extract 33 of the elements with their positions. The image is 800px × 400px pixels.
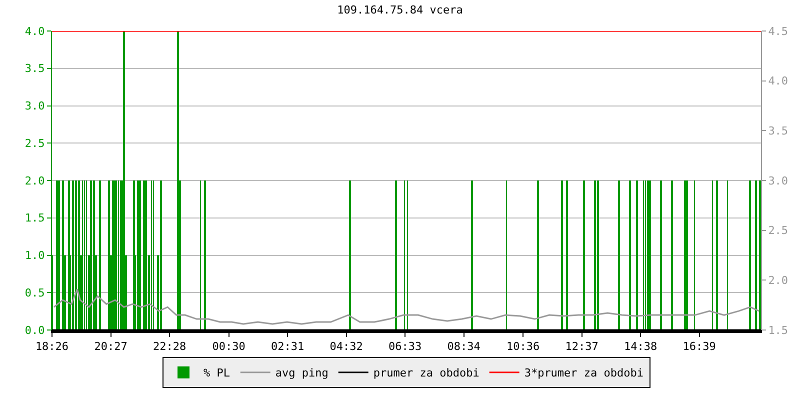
y-tick-label: 4.0 bbox=[24, 24, 45, 38]
x-tick-label: 02:31 bbox=[270, 340, 304, 354]
y2-tick-label: 4.0 bbox=[768, 74, 788, 88]
x-tick-label: 08:34 bbox=[447, 340, 481, 354]
legend-label: prumer za obdobi bbox=[373, 366, 480, 380]
x-tick-label: 14:38 bbox=[624, 340, 658, 354]
legend-label: avg ping bbox=[275, 366, 328, 380]
y-tick-label: 2.0 bbox=[24, 174, 45, 188]
x-tick-label: 04:32 bbox=[330, 340, 363, 354]
y2-tick-label: 3.0 bbox=[768, 174, 788, 188]
y2-tick-label: 4.5 bbox=[768, 24, 788, 38]
x-tick-label: 06:33 bbox=[388, 340, 422, 354]
legend-label: 3*prumer za obdobi bbox=[524, 366, 644, 380]
y2-tick-label: 3.5 bbox=[768, 124, 788, 138]
y-tick-label: 2.5 bbox=[24, 136, 45, 150]
y2-tick-label: 2.5 bbox=[768, 224, 788, 238]
chart-title: 109.164.75.84 vcera bbox=[337, 4, 463, 17]
x-tick-label: 22:28 bbox=[152, 340, 186, 354]
legend-label: % PL bbox=[204, 366, 230, 380]
x-tick-label: 00:30 bbox=[212, 340, 246, 354]
y-tick-label: 1.0 bbox=[24, 249, 45, 262]
y-tick-label: 0.0 bbox=[24, 324, 45, 337]
x-tick-label: 10:36 bbox=[506, 340, 540, 354]
y-tick-label: 3.5 bbox=[24, 62, 45, 76]
y2-tick-label: 2.0 bbox=[768, 274, 788, 288]
y2-tick-label: 1.5 bbox=[768, 324, 788, 337]
x-tick-label: 20:27 bbox=[94, 340, 128, 354]
y-tick-label: 0.5 bbox=[24, 286, 45, 300]
y-tick-label: 3.0 bbox=[24, 100, 45, 113]
x-tick-label: 16:39 bbox=[682, 340, 716, 354]
y-tick-label: 1.5 bbox=[24, 212, 45, 225]
x-tick-label: 12:37 bbox=[565, 340, 598, 354]
x-tick-label: 18:26 bbox=[35, 340, 69, 354]
